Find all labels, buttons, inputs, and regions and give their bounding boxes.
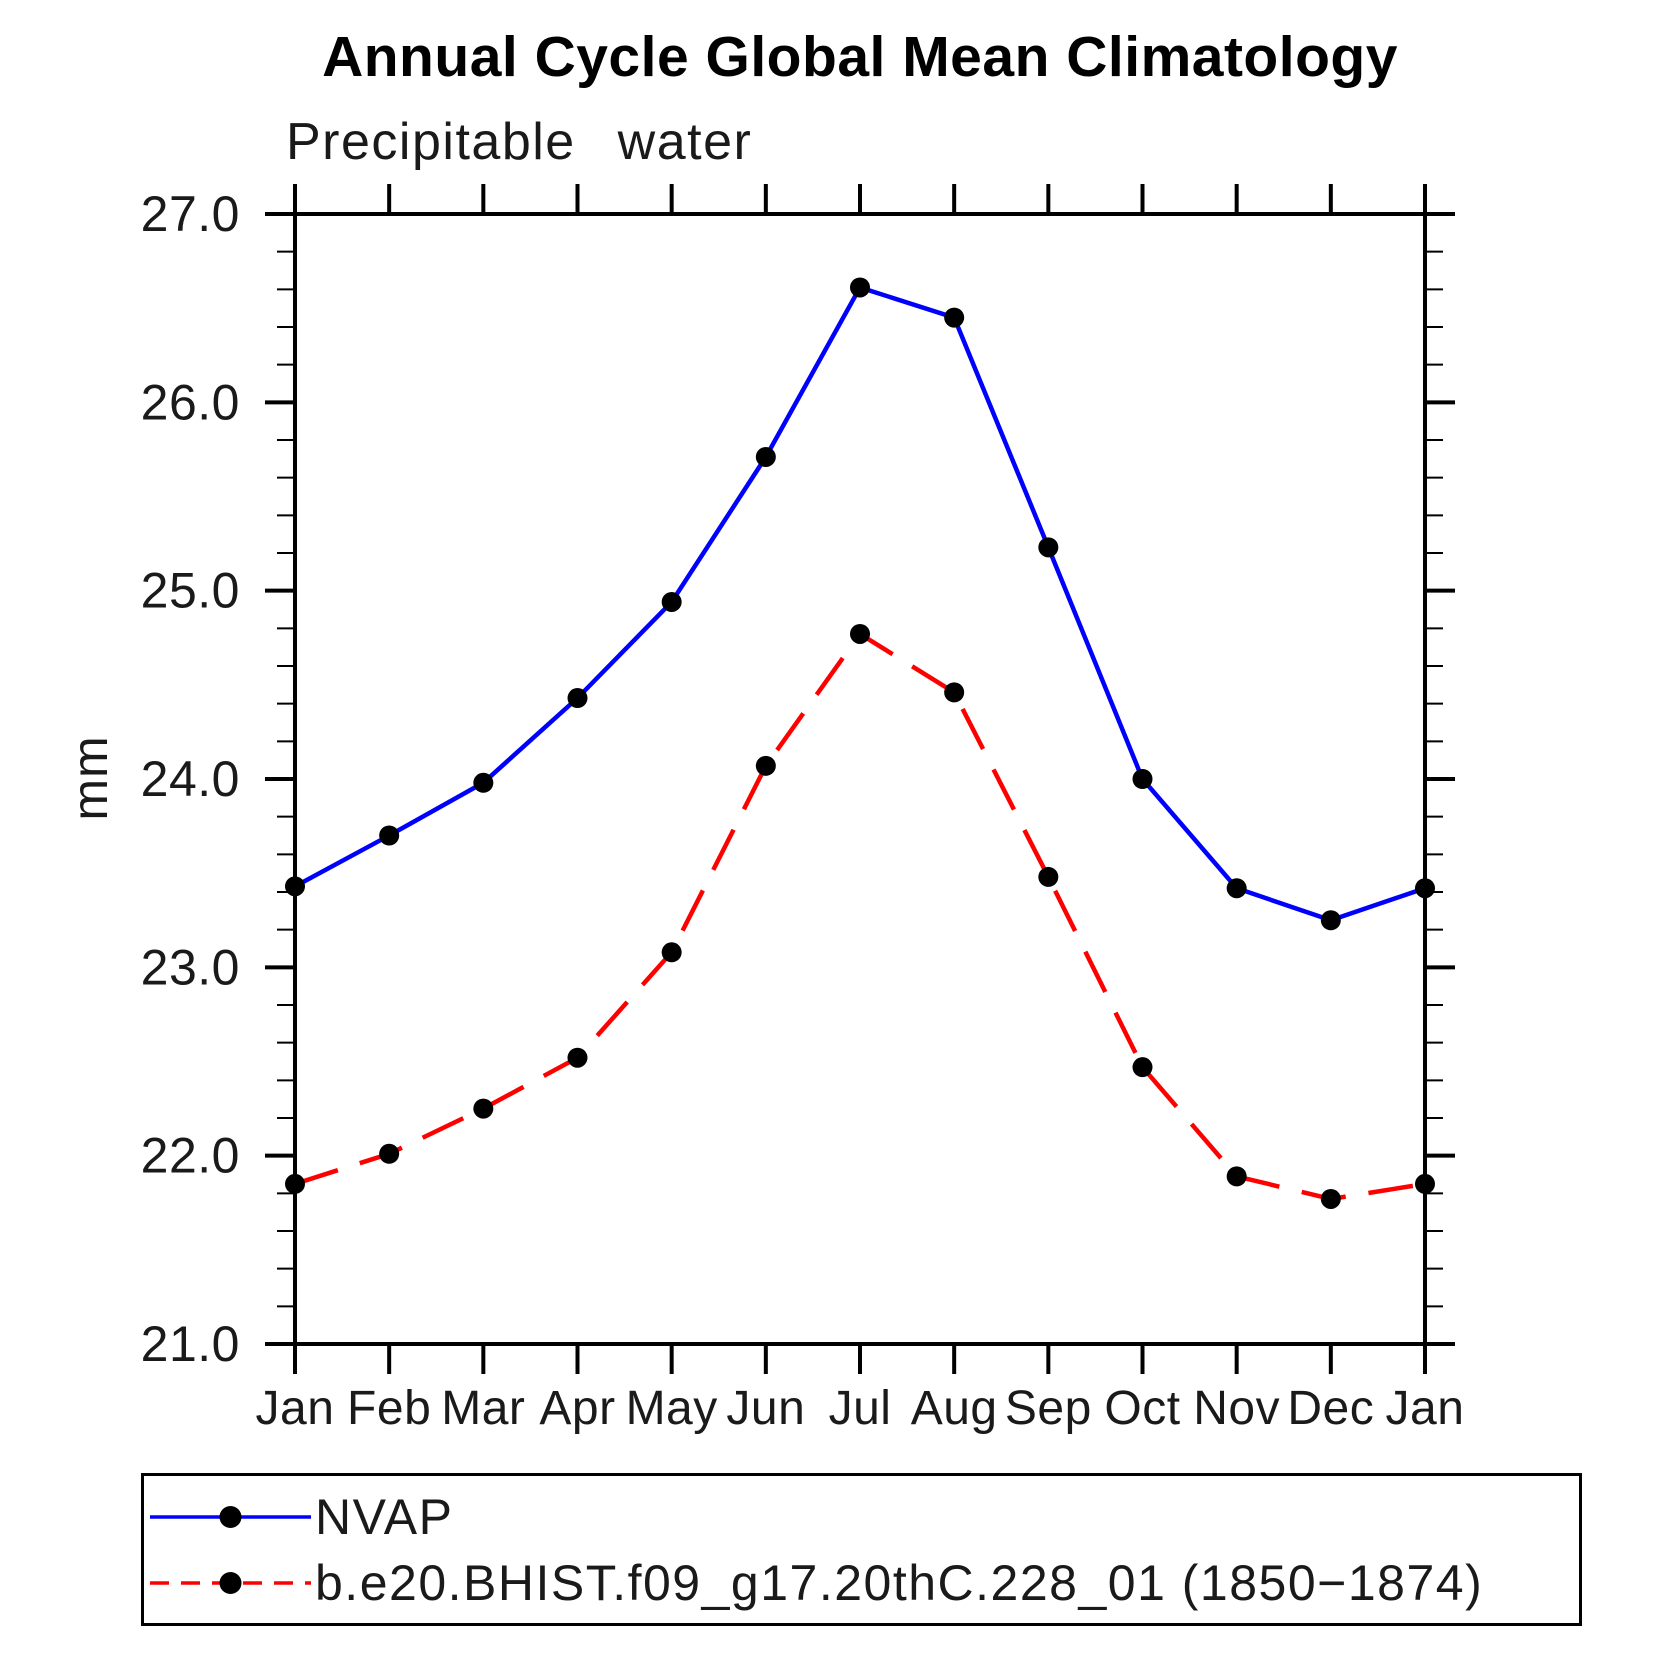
- data-point: [755, 755, 776, 776]
- series-line-nvap: [293, 284, 1426, 923]
- x-tick-label: Dec: [1287, 1382, 1374, 1435]
- data-point: [285, 1173, 305, 1194]
- x-tick-label: Jan: [1386, 1382, 1465, 1435]
- data-point: [850, 623, 870, 644]
- data-point: [379, 1143, 400, 1164]
- x-tick-label: Oct: [1104, 1382, 1180, 1435]
- legend-label-nvap: NVAP: [315, 1489, 454, 1545]
- data-point: [1038, 866, 1059, 887]
- data-point: [944, 682, 965, 703]
- y-tick-label: 23.0: [141, 939, 240, 995]
- data-point: [850, 277, 870, 298]
- data-point: [473, 1098, 494, 1119]
- x-tick-label: Jul: [829, 1382, 892, 1435]
- legend-marker: [219, 1572, 242, 1594]
- y-tick-label: 22.0: [141, 1128, 240, 1184]
- legend-samples-svg: [150, 1506, 311, 1594]
- data-point: [379, 825, 400, 846]
- x-tick-label: May: [626, 1382, 718, 1435]
- data-point: [285, 876, 305, 897]
- data-point: [473, 772, 494, 793]
- data-point: [1320, 1188, 1341, 1209]
- y-tick-label: 27.0: [141, 186, 240, 242]
- data-point: [1226, 878, 1247, 899]
- x-tick-label: Mar: [441, 1382, 525, 1435]
- plot-frame: [293, 212, 1427, 1346]
- data-point: [1132, 769, 1153, 789]
- data-point: [1415, 1173, 1435, 1194]
- series-line-model: [294, 630, 1426, 1202]
- x-tick-label: Nov: [1193, 1382, 1280, 1435]
- chart-subtitle: Precipitable water: [286, 113, 753, 171]
- legend-marker: [219, 1506, 242, 1528]
- y-tick-label: 25.0: [141, 563, 240, 619]
- data-point: [661, 591, 682, 612]
- data-point: [755, 446, 776, 467]
- data-point: [567, 688, 588, 709]
- x-tick-label: Feb: [347, 1382, 431, 1435]
- data-point: [1038, 537, 1059, 558]
- data-point: [1320, 910, 1341, 931]
- y-tick-label: 24.0: [141, 751, 240, 807]
- data-point: [1132, 1057, 1153, 1078]
- y-tick-label: 26.0: [141, 374, 240, 430]
- x-tick-label: Aug: [911, 1382, 998, 1435]
- legend-box: NVAP b.e20.BHIST.f09_g17.20thC.228_01 (1…: [141, 1473, 1582, 1626]
- data-point: [1226, 1166, 1247, 1187]
- legend-label-model: b.e20.BHIST.f09_g17.20thC.228_01 (1850−1…: [315, 1555, 1484, 1611]
- data-point: [661, 942, 682, 963]
- x-tick-label: Jan: [256, 1382, 335, 1435]
- data-point: [1415, 878, 1435, 899]
- chart-title: Annual Cycle Global Mean Climatology: [322, 25, 1398, 89]
- data-point: [567, 1047, 588, 1068]
- data-point: [944, 307, 965, 328]
- y-tick-label: 21.0: [141, 1316, 240, 1372]
- x-tick-label: Jun: [726, 1382, 805, 1435]
- x-tick-label: Sep: [1005, 1382, 1092, 1435]
- x-tick-label: Apr: [539, 1382, 615, 1435]
